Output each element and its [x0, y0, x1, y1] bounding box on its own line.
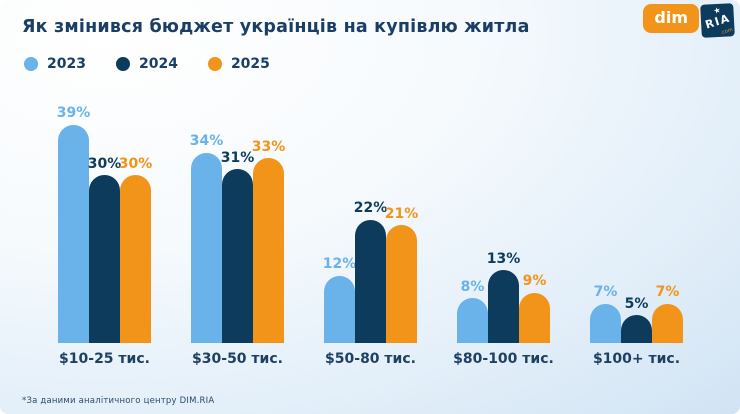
bar-2024 — [621, 315, 652, 343]
bar-column-2025: 7% — [652, 285, 683, 343]
bar-group: 39% 30% 30% $10-25 тис. — [56, 105, 153, 367]
bar-group: 34% 31% 33% $30-50 тис. — [189, 133, 286, 367]
bar-chart: 39% 30% 30% $10-25 тис. 34% 31% 33% $30-50 тис.… — [56, 105, 683, 367]
bar-column-2023: 7% — [590, 285, 621, 343]
legend-dot-2023 — [24, 57, 38, 71]
legend-dot-2024 — [115, 57, 130, 71]
legend-dot-2025 — [207, 57, 222, 71]
bar-value-label: 7% — [593, 284, 618, 301]
bar-group: 8% 13% 9% $80-100 тис. — [453, 250, 554, 367]
page-title: Як змінився бюджет українців на купівлю … — [22, 17, 530, 37]
bar-2024 — [355, 219, 386, 343]
bar-value-label: 9% — [522, 273, 547, 290]
bar-cluster: 39% 30% 30% — [56, 105, 153, 343]
source-note: *За даними аналітичного центру DIM.RIA — [22, 396, 215, 406]
bar-column-2025: 9% — [519, 273, 550, 343]
bar-2025 — [652, 303, 683, 343]
dim-ria-logo: dim ★ RIA .com — [643, 3, 735, 38]
bar-value-label: 31% — [220, 150, 255, 167]
bar-column-2023: 8% — [457, 278, 488, 343]
bar-column-2024: 30% — [87, 155, 122, 343]
bar-cluster: 34% 31% 33% — [189, 133, 286, 343]
bar-2025 — [519, 292, 550, 343]
bar-2024 — [488, 270, 519, 343]
bar-cluster: 12% 22% 21% — [322, 200, 419, 343]
bar-2024 — [89, 175, 120, 343]
bar-value-label: 39% — [56, 105, 91, 122]
bar-value-label: 8% — [460, 278, 485, 295]
bar-column-2025: 21% — [384, 206, 419, 343]
category-label: $50-80 тис. — [325, 351, 416, 367]
bar-column-2024: 5% — [621, 295, 652, 343]
bar-2023 — [58, 124, 89, 343]
bar-group: 12% 22% 21% $50-80 тис. — [322, 200, 419, 367]
bar-cluster: 7% 5% 7% — [590, 285, 683, 343]
bar-2024 — [222, 169, 253, 343]
ria-logo-badge: ★ RIA .com — [700, 3, 735, 38]
bar-value-label: 13% — [486, 250, 521, 267]
category-label: $100+ тис. — [592, 351, 681, 367]
category-label: $30-50 тис. — [192, 351, 283, 367]
legend-item-2023: 2023 — [24, 56, 86, 72]
bar-2025 — [386, 225, 417, 343]
bar-column-2024: 13% — [486, 250, 521, 343]
legend-item-2024: 2024 — [115, 56, 178, 72]
ria-logo-tld: .com — [719, 26, 734, 37]
bar-column-2025: 33% — [251, 138, 286, 343]
bar-2023 — [324, 275, 355, 343]
bar-value-label: 21% — [384, 206, 419, 223]
bar-column-2023: 34% — [189, 133, 224, 343]
legend-label: 2024 — [138, 56, 178, 72]
bar-2025 — [253, 158, 284, 343]
bar-value-label: 22% — [353, 200, 388, 217]
bar-value-label: 12% — [322, 256, 357, 273]
chart-legend: 2023 2024 2025 — [24, 56, 270, 72]
category-label: $10-25 тис. — [59, 351, 150, 367]
bar-column-2024: 22% — [353, 200, 388, 343]
bar-group: 7% 5% 7% $100+ тис. — [590, 285, 683, 367]
bar-2023 — [590, 303, 621, 343]
bar-value-label: 34% — [189, 133, 224, 150]
legend-label: 2023 — [47, 56, 86, 72]
legend-item-2025: 2025 — [207, 56, 270, 72]
bar-2023 — [457, 298, 488, 343]
bar-column-2025: 30% — [118, 155, 153, 343]
bar-cluster: 8% 13% 9% — [457, 250, 550, 343]
bar-column-2023: 12% — [322, 256, 357, 343]
bar-value-label: 5% — [624, 295, 649, 312]
legend-label: 2025 — [230, 56, 270, 72]
bar-value-label: 33% — [251, 138, 286, 155]
bar-value-label: 7% — [655, 284, 680, 301]
bar-column-2023: 39% — [56, 105, 91, 343]
bar-value-label: 30% — [118, 155, 153, 172]
dim-logo-badge: dim — [643, 4, 699, 33]
bar-2025 — [120, 175, 151, 343]
bar-2023 — [191, 152, 222, 343]
bar-value-label: 30% — [87, 155, 122, 172]
bar-column-2024: 31% — [220, 150, 255, 343]
category-label: $80-100 тис. — [453, 351, 554, 367]
